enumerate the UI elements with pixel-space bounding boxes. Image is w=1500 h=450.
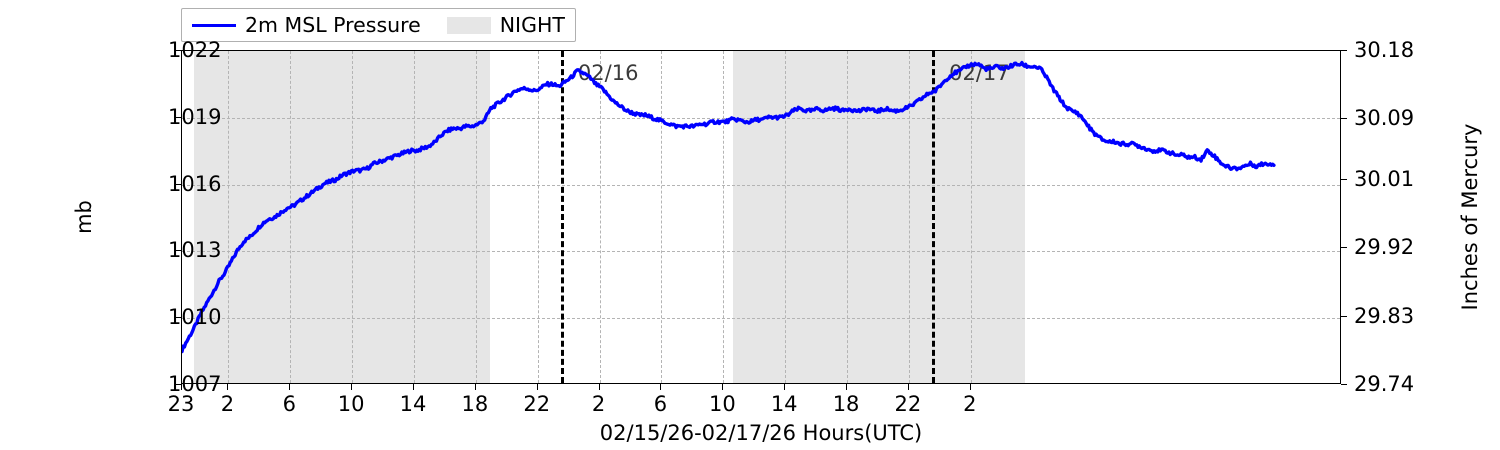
gridline-vertical — [228, 51, 230, 383]
y-tick-label-right: 29.74 — [1354, 372, 1415, 396]
y-axis-label-left: mb — [72, 200, 96, 234]
y-tick-mark-right — [1341, 179, 1347, 181]
y-tick-mark-right — [1341, 118, 1347, 120]
y-tick-mark-right — [1341, 247, 1347, 249]
x-tick-label: 2 — [591, 392, 606, 416]
x-tick-mark — [598, 384, 600, 390]
x-tick-mark — [846, 384, 848, 390]
y-tick-mark-left — [175, 317, 181, 319]
gridline-vertical — [475, 51, 477, 383]
y-tick-label-right: 30.01 — [1354, 167, 1415, 192]
day-boundary-line — [932, 51, 936, 383]
gridline-vertical — [908, 51, 910, 383]
chart-legend: 2m MSL Pressure NIGHT — [181, 8, 576, 42]
x-tick-label: 23 — [167, 392, 195, 416]
y-tick-label-right: 29.92 — [1354, 235, 1415, 260]
y-tick-mark-left — [175, 50, 181, 51]
x-tick-label: 2 — [963, 392, 977, 416]
gridline-vertical — [970, 51, 972, 383]
gridline-vertical — [723, 51, 725, 383]
x-tick-label: 14 — [399, 392, 427, 416]
x-tick-mark — [722, 384, 724, 390]
y-tick-label-right: 30.09 — [1354, 106, 1415, 131]
legend-line-swatch — [192, 23, 236, 27]
x-tick-mark — [413, 384, 414, 390]
y-tick-mark-right — [1341, 50, 1347, 51]
x-tick-mark — [784, 384, 786, 390]
x-tick-label: 2 — [220, 392, 235, 416]
legend-entry-pressure: 2m MSL Pressure — [192, 15, 421, 36]
legend-patch-swatch — [446, 16, 491, 34]
gridline-vertical — [414, 51, 415, 383]
gridline-horizontal — [182, 251, 1340, 253]
x-tick-label: 10 — [708, 392, 736, 416]
gridline-vertical — [847, 51, 849, 383]
y-axis-label-right: Inches of Mercury — [1458, 123, 1482, 311]
plot-inner: 02/16 02/17 — [182, 51, 1340, 383]
y-tick-mark-left — [175, 183, 181, 185]
y-tick-mark-right — [1341, 384, 1347, 385]
legend-label-night: NIGHT — [499, 12, 565, 37]
legend-label-pressure: 2m MSL Pressure — [245, 12, 421, 37]
y-tick-mark-left — [175, 384, 181, 385]
gridline-vertical — [290, 51, 292, 383]
gridline-vertical — [352, 51, 354, 383]
plot-area: 02/16 02/17 — [181, 50, 1341, 384]
night-shading-band — [194, 51, 490, 383]
y-tick-label-right: 30.18 — [1354, 38, 1415, 62]
x-tick-label: 6 — [653, 392, 668, 416]
x-tick-label: 18 — [832, 392, 860, 416]
gridline-vertical — [785, 51, 787, 383]
x-tick-label: 6 — [282, 392, 296, 416]
day-label: 02/16 — [577, 61, 639, 85]
x-tick-label: 10 — [337, 392, 365, 416]
gridline-vertical — [599, 51, 601, 383]
x-tick-mark — [969, 384, 971, 390]
gridline-horizontal — [182, 184, 1340, 186]
gridline-vertical — [661, 51, 663, 383]
x-tick-mark — [660, 384, 662, 390]
x-tick-label: 22 — [523, 392, 551, 416]
x-tick-mark — [227, 384, 229, 390]
x-tick-mark — [289, 384, 291, 390]
y-tick-mark-left — [175, 116, 181, 118]
legend-entry-night: NIGHT — [446, 12, 565, 37]
day-boundary-line — [560, 51, 564, 383]
y-tick-mark-left — [175, 250, 181, 252]
series-canvas — [182, 60, 1276, 354]
gridline-horizontal — [182, 318, 1340, 320]
x-tick-mark — [907, 384, 909, 390]
y-tick-mark-right — [1341, 315, 1347, 317]
x-tick-mark — [351, 384, 353, 390]
x-tick-label: 14 — [770, 392, 798, 416]
x-tick-label: 18 — [461, 392, 489, 416]
x-tick-mark — [474, 384, 476, 390]
gridline-vertical — [537, 51, 539, 383]
y-tick-label-right: 29.83 — [1354, 303, 1415, 328]
x-axis-label: 02/15/26-02/17/26 Hours(UTC) — [599, 421, 923, 445]
x-tick-mark — [181, 384, 182, 390]
x-tick-label: 22 — [894, 392, 922, 416]
x-tick-mark — [536, 384, 538, 390]
night-shading-band — [732, 51, 1025, 383]
pressure-series-line — [182, 60, 1276, 354]
